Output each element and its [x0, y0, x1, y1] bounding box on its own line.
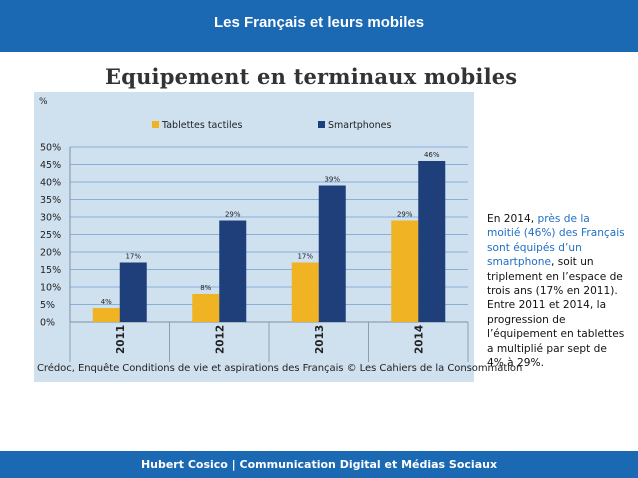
data-label: 4%: [101, 298, 112, 306]
slide-title: Les Français et leurs mobiles: [213, 13, 425, 31]
bar-tablettes-tactiles: [291, 262, 319, 322]
y-tick-label: 5%: [40, 300, 55, 311]
data-label: 17%: [125, 253, 141, 261]
data-label: 8%: [200, 284, 211, 292]
data-label: 29%: [225, 211, 241, 219]
y-tick-label: 15%: [40, 265, 61, 276]
bar-smartphones: [219, 220, 247, 322]
commentary-part-1: En 2014,: [487, 213, 538, 225]
y-tick-label: 35%: [40, 195, 61, 206]
bar-smartphones: [418, 161, 446, 322]
data-label: 29%: [397, 211, 413, 219]
x-tick-label: 2013: [314, 325, 326, 354]
legend-label: Tablettes tactiles: [161, 120, 242, 131]
y-tick-label: 20%: [40, 248, 61, 259]
y-tick-label: 10%: [40, 283, 61, 294]
header-bar: Les Français et leurs mobiles: [0, 0, 638, 52]
y-tick-label: 25%: [40, 230, 61, 241]
legend-swatch: [152, 121, 159, 128]
data-label: 39%: [324, 176, 340, 184]
x-tick-label: 2012: [214, 325, 226, 354]
bar-tablettes-tactiles: [92, 308, 120, 322]
legend-label: Smartphones: [328, 120, 391, 131]
y-tick-label: 30%: [40, 213, 61, 224]
chart-source: Crédoc, Enquête Conditions de vie et asp…: [37, 363, 523, 374]
chart-title: Equipement en terminaux mobiles: [105, 64, 518, 89]
bar-tablettes-tactiles: [192, 294, 220, 322]
footer-bar: Hubert Cosico | Communication Digital et…: [0, 451, 638, 478]
bar-smartphones: [119, 262, 147, 322]
bar-tablettes-tactiles: [391, 220, 419, 322]
y-tick-label: 0%: [40, 318, 55, 329]
data-label: 46%: [424, 151, 440, 159]
footer-text: Hubert Cosico | Communication Digital et…: [140, 458, 498, 471]
legend-swatch: [318, 121, 325, 128]
commentary-part-2: , soit un triplement en l’espace de troi…: [487, 256, 625, 370]
bar-chart: % 0% 5% 10% 15% 20% 25% 30% 35% 40% 45% 50% 4% 17% 201…: [39, 97, 469, 362]
y-tick-label: 45%: [40, 160, 61, 171]
chart-panel: % 0% 5% 10% 15% 20% 25% 30% 35% 40% 45% 50% 4% 17% 201…: [34, 92, 474, 382]
y-tick-label: 50%: [40, 143, 61, 154]
y-axis-unit-label: %: [39, 97, 48, 107]
commentary-text: En 2014, près de la moitié (46%) des Fra…: [487, 212, 625, 370]
data-label: 17%: [297, 253, 313, 261]
commentary-highlight: près de la moitié (46%) des Français son…: [487, 213, 625, 269]
x-tick-label: 2014: [413, 325, 425, 354]
x-tick-label: 2011: [115, 325, 127, 354]
y-tick-label: 40%: [40, 178, 61, 189]
bar-smartphones: [318, 185, 346, 322]
